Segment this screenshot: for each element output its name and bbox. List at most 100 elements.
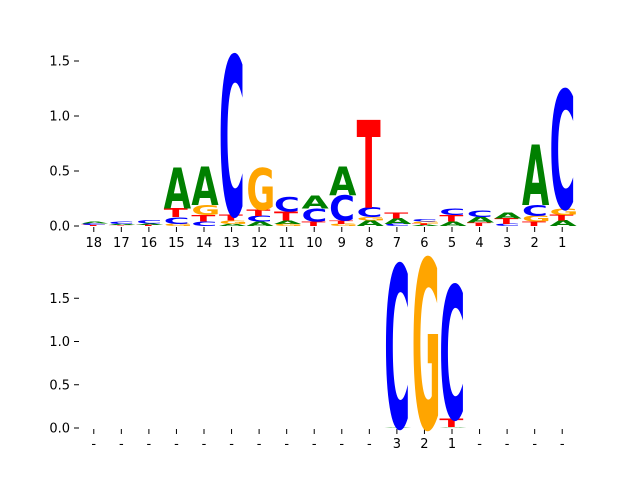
- letter-T: T: [274, 210, 298, 224]
- x-tick-label: 7: [393, 236, 401, 251]
- svg-text:A: A: [329, 158, 356, 204]
- svg-text:T: T: [384, 211, 409, 220]
- letter-C: C: [219, 13, 245, 267]
- svg-text:C: C: [494, 223, 520, 226]
- x-tick-label: -: [284, 437, 289, 452]
- svg-text:T: T: [439, 214, 464, 225]
- letter-C: C: [274, 194, 300, 217]
- letter-G: G: [246, 158, 275, 224]
- x-tick-label: 11: [278, 236, 295, 251]
- letter-C: C: [109, 221, 135, 224]
- letter-A: A: [274, 220, 302, 225]
- y-tick-label: 0.0: [49, 220, 70, 235]
- x-tick-label: 17: [113, 236, 130, 251]
- letter-C: C: [329, 190, 355, 230]
- letter-A: A: [522, 130, 549, 226]
- svg-text:A: A: [219, 223, 247, 226]
- svg-text:G: G: [357, 216, 386, 221]
- svg-text:C: C: [191, 221, 217, 228]
- letter-C: C: [164, 216, 190, 227]
- x-tick-label: -: [91, 437, 96, 452]
- svg-text:A: A: [109, 223, 137, 225]
- letter-A: A: [329, 158, 356, 204]
- y-tick-label: 1.0: [49, 335, 70, 350]
- letter-T: T: [81, 225, 105, 227]
- svg-text:T: T: [81, 225, 105, 227]
- x-tick-label: 13: [223, 236, 240, 251]
- x-tick-label: 3: [503, 236, 511, 251]
- svg-text:T: T: [329, 220, 353, 225]
- letter-T: T: [164, 207, 188, 221]
- svg-text:A: A: [550, 219, 578, 228]
- letter-T: T: [467, 222, 491, 227]
- y-tick-label: 1.5: [49, 292, 70, 307]
- svg-text:C: C: [329, 190, 355, 230]
- letter-G: G: [274, 223, 303, 226]
- svg-text:T: T: [357, 96, 381, 236]
- letter-C: C: [384, 220, 410, 480]
- svg-text:A: A: [81, 221, 109, 224]
- letter-C: C: [302, 205, 328, 226]
- svg-text:C: C: [522, 203, 548, 220]
- letter-C: C: [246, 215, 272, 224]
- letter-A: A: [550, 219, 578, 228]
- y-tick-label: 0.5: [49, 378, 70, 393]
- svg-text:T: T: [109, 225, 133, 226]
- svg-text:A: A: [191, 156, 218, 218]
- letter-A: A: [384, 427, 412, 428]
- letter-G: G: [357, 216, 386, 221]
- letter-C: C: [550, 58, 576, 247]
- svg-text:A: A: [384, 217, 412, 226]
- letter-C: C: [439, 207, 465, 218]
- x-tick-label: -: [505, 437, 510, 452]
- svg-text:A: A: [136, 223, 164, 225]
- svg-text:T: T: [439, 417, 463, 431]
- x-tick-label: 16: [141, 236, 158, 251]
- letter-G: G: [412, 214, 441, 480]
- svg-text:T: T: [219, 214, 244, 223]
- letter-A: A: [439, 427, 467, 428]
- svg-text:A: A: [357, 219, 385, 228]
- top-logo-panel: 0.00.51.01.518TCA17TAC16TAC15GCTA14CTGA1…: [49, 13, 578, 267]
- x-tick-label: 6: [420, 236, 428, 251]
- svg-text:T: T: [494, 217, 519, 226]
- x-tick-label: 14: [196, 236, 213, 251]
- letter-T: T: [439, 417, 463, 431]
- svg-text:T: T: [550, 214, 575, 223]
- letter-C: C: [467, 209, 493, 220]
- svg-text:T: T: [302, 221, 327, 228]
- svg-text:C: C: [439, 207, 465, 218]
- x-tick-label: -: [477, 437, 482, 452]
- letter-T: T: [302, 221, 327, 228]
- svg-text:T: T: [522, 221, 547, 228]
- letter-C: C: [522, 203, 548, 220]
- letter-T: T: [136, 225, 160, 227]
- letter-T: T: [109, 225, 133, 226]
- svg-text:C: C: [357, 205, 383, 221]
- letter-A: A: [467, 216, 495, 225]
- svg-text:G: G: [550, 207, 579, 218]
- svg-text:T: T: [246, 208, 271, 219]
- letter-T: T: [412, 223, 436, 226]
- letter-C: C: [412, 219, 438, 222]
- letter-T: T: [550, 214, 575, 223]
- letter-T: T: [191, 214, 216, 225]
- svg-text:G: G: [412, 214, 441, 480]
- letter-G: G: [412, 221, 441, 224]
- x-tick-label: 1: [558, 236, 566, 251]
- x-tick-label: -: [202, 437, 207, 452]
- svg-text:G: G: [219, 220, 248, 225]
- svg-text:C: C: [439, 249, 465, 461]
- x-tick-label: -: [229, 437, 234, 452]
- svg-text:A: A: [439, 221, 467, 228]
- y-tick-label: 1.5: [49, 55, 70, 70]
- svg-text:C: C: [246, 215, 272, 224]
- x-tick-label: 10: [306, 236, 323, 251]
- letter-A: A: [494, 211, 522, 220]
- x-tick-label: 2: [420, 437, 428, 452]
- x-tick-label: 8: [365, 236, 373, 251]
- letter-C: C: [439, 249, 465, 461]
- x-tick-label: -: [560, 437, 565, 452]
